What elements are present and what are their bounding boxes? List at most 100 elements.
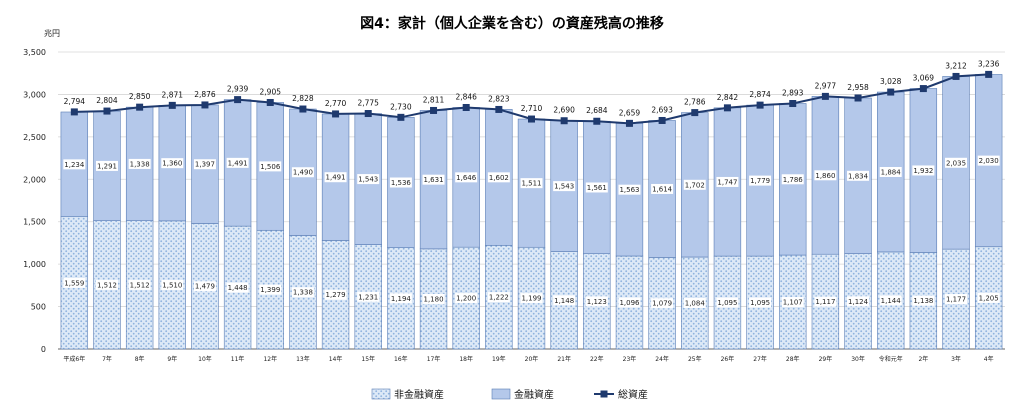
total-assets-marker <box>266 98 274 106</box>
y-axis-unit-label: 兆円 <box>44 28 60 38</box>
total-assets-value-label: 2,876 <box>194 90 216 99</box>
segment-label-box <box>814 170 837 181</box>
financial-value-label: 1,614 <box>652 185 673 193</box>
total-assets-value-label: 2,958 <box>847 83 869 92</box>
x-tick-label: 15年 <box>361 355 375 363</box>
non-financial-value-label: 1,107 <box>783 299 803 307</box>
total-assets-marker <box>723 104 731 112</box>
total-assets-value-label: 2,893 <box>782 89 804 98</box>
x-tick-label: 令和元年 <box>879 355 903 363</box>
x-tick-label: 26年 <box>721 355 735 363</box>
total-assets-marker <box>528 115 535 123</box>
total-assets-value-label: 2,871 <box>162 90 184 99</box>
y-tick-label: 500 <box>31 303 46 312</box>
non-financial-value-label: 1,448 <box>228 284 248 292</box>
total-assets-marker <box>332 110 340 118</box>
financial-value-label: 1,543 <box>554 183 574 191</box>
x-tick-label: 17年 <box>427 355 441 363</box>
x-tick-label: 22年 <box>590 355 604 363</box>
segment-label-box <box>324 172 347 183</box>
total-assets-value-label: 2,794 <box>64 97 86 106</box>
non-financial-value-label: 1,180 <box>424 295 444 303</box>
segment-label-box <box>847 170 870 181</box>
x-tick-label: 11年 <box>231 355 245 363</box>
total-assets-value-label: 2,684 <box>586 106 608 115</box>
x-tick-label: 10年 <box>198 355 212 363</box>
legend-marker-total <box>600 390 608 398</box>
financial-value-label: 1,338 <box>130 160 150 168</box>
segment-label-box <box>749 175 772 186</box>
total-assets-value-label: 2,659 <box>619 108 641 117</box>
total-assets-marker <box>299 105 307 113</box>
non-financial-value-label: 1,222 <box>489 294 509 302</box>
segment-label-box <box>455 293 478 304</box>
x-tick-label: 9年 <box>167 355 177 363</box>
total-assets-marker <box>364 110 372 118</box>
non-financial-value-label: 1,479 <box>195 283 215 291</box>
non-financial-value-label: 1,512 <box>130 281 150 289</box>
non-financial-value-label: 1,084 <box>685 300 706 308</box>
x-tick-label: 4年 <box>984 355 994 363</box>
x-tick-label: 14年 <box>329 355 343 363</box>
segment-label-box <box>945 294 968 305</box>
non-financial-value-label: 1,512 <box>97 281 117 289</box>
chart-title: 図4：家計（個人企業を含む）の資産残高の推移 <box>360 15 664 32</box>
segment-label-box <box>585 182 608 193</box>
non-financial-value-label: 1,177 <box>946 296 966 304</box>
non-financial-value-label: 1,205 <box>979 294 999 302</box>
financial-value-label: 1,397 <box>195 161 215 169</box>
segment-label-box <box>553 181 576 192</box>
total-assets-marker <box>854 94 862 102</box>
segment-label-box <box>781 297 804 308</box>
segment-label-box <box>487 292 510 303</box>
total-assets-value-label: 3,212 <box>945 61 967 70</box>
x-tick-label: 18年 <box>459 355 473 363</box>
segment-label-box <box>912 295 935 306</box>
financial-value-label: 1,646 <box>456 174 477 182</box>
total-assets-value-label: 2,690 <box>553 106 575 115</box>
x-tick-label: 平成6年 <box>63 355 85 363</box>
financial-value-label: 1,291 <box>97 162 117 170</box>
total-assets-value-label: 2,710 <box>521 104 543 113</box>
total-assets-marker <box>70 108 78 116</box>
segment-label-box <box>259 284 282 295</box>
financial-value-label: 1,631 <box>424 176 444 184</box>
financial-value-label: 1,234 <box>64 161 85 169</box>
total-assets-value-label: 2,846 <box>455 92 477 101</box>
segment-label-box <box>651 183 674 194</box>
segment-label-box <box>389 177 412 188</box>
total-assets-marker <box>234 96 242 104</box>
total-assets-value-label: 3,236 <box>978 59 1000 68</box>
financial-value-label: 2,030 <box>979 157 999 165</box>
y-tick-label: 2,000 <box>23 175 46 184</box>
non-financial-value-label: 1,079 <box>652 300 672 308</box>
total-assets-value-label: 2,977 <box>815 81 837 90</box>
segment-label-box <box>95 279 118 290</box>
segment-label-box <box>128 158 151 169</box>
segment-label-box <box>259 161 282 172</box>
segment-labels-group: 1,559 1,234 1,512 1,291 1,512 1,338 1,510 1,360… <box>63 155 1000 309</box>
financial-value-label: 1,786 <box>783 176 804 184</box>
non-financial-value-label: 1,096 <box>619 299 640 307</box>
financial-value-label: 1,490 <box>293 169 313 177</box>
segment-label-box <box>553 295 576 306</box>
total-assets-value-label: 2,905 <box>260 87 282 96</box>
segment-label-box <box>749 297 772 308</box>
total-assets-marker <box>985 70 993 78</box>
legend-label-total: 総資産 <box>618 388 648 401</box>
total-assets-marker <box>887 88 895 96</box>
segment-label-box <box>651 298 674 309</box>
total-assets-value-label: 2,842 <box>717 93 739 102</box>
x-axis-ticks: 平成6年 7年 8年 9年 10年 11年 12年 13年 14年 15年 16年 17年 18年 19年… <box>63 355 993 363</box>
non-financial-value-label: 1,199 <box>521 295 541 303</box>
segment-label-box <box>389 293 412 304</box>
total-assets-marker <box>397 113 405 121</box>
total-assets-value-label: 2,850 <box>129 92 151 101</box>
segment-label-box <box>977 292 1000 303</box>
segment-label-box <box>520 178 543 189</box>
non-financial-value-label: 1,559 <box>64 279 84 287</box>
financial-value-label: 1,491 <box>228 159 248 167</box>
total-assets-value-label: 2,693 <box>651 105 673 114</box>
y-tick-label: 3,000 <box>23 90 46 99</box>
total-assets-marker <box>560 117 568 125</box>
